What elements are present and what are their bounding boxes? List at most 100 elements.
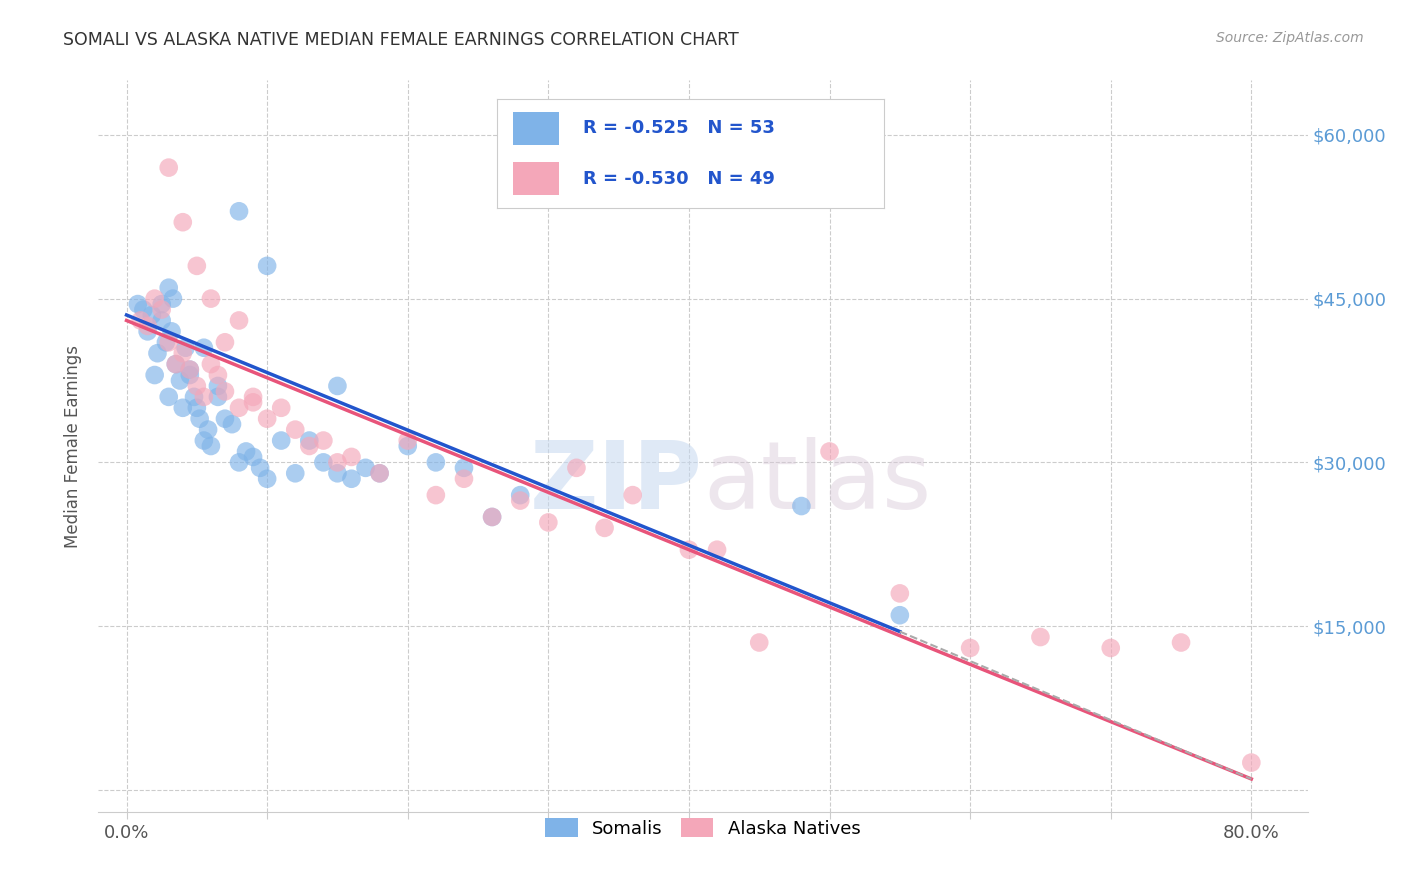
Point xyxy=(1099,640,1122,655)
Point xyxy=(207,368,229,382)
Point xyxy=(396,434,419,448)
Point xyxy=(298,439,321,453)
Point xyxy=(136,324,159,338)
Point xyxy=(256,472,278,486)
Point xyxy=(748,635,770,649)
Point xyxy=(256,259,278,273)
Text: Source: ZipAtlas.com: Source: ZipAtlas.com xyxy=(1216,31,1364,45)
Point xyxy=(1029,630,1052,644)
Point xyxy=(235,444,257,458)
Point xyxy=(368,467,391,481)
Point xyxy=(565,460,588,475)
Point xyxy=(242,395,264,409)
Point xyxy=(146,346,169,360)
Point xyxy=(425,488,447,502)
Point xyxy=(162,292,184,306)
Y-axis label: Median Female Earnings: Median Female Earnings xyxy=(65,344,83,548)
Point xyxy=(706,542,728,557)
Point xyxy=(155,335,177,350)
Text: SOMALI VS ALASKA NATIVE MEDIAN FEMALE EARNINGS CORRELATION CHART: SOMALI VS ALASKA NATIVE MEDIAN FEMALE EA… xyxy=(63,31,740,49)
Point xyxy=(298,434,321,448)
Point xyxy=(593,521,616,535)
Point xyxy=(169,374,191,388)
Point xyxy=(214,335,236,350)
Point xyxy=(136,318,159,333)
Point xyxy=(157,390,180,404)
Point xyxy=(228,455,250,469)
Point xyxy=(242,450,264,464)
Point xyxy=(509,488,531,502)
Point xyxy=(179,362,201,376)
Point xyxy=(200,292,222,306)
Point xyxy=(228,401,250,415)
Point xyxy=(179,368,201,382)
Point xyxy=(186,379,208,393)
Point xyxy=(214,411,236,425)
Point xyxy=(340,472,363,486)
Point xyxy=(186,259,208,273)
Point xyxy=(354,460,377,475)
Point xyxy=(312,434,335,448)
Point xyxy=(193,390,215,404)
Point xyxy=(165,357,187,371)
Point xyxy=(143,368,166,382)
Point xyxy=(221,417,243,432)
Point xyxy=(326,455,349,469)
Point xyxy=(818,444,841,458)
Point xyxy=(188,411,211,425)
Point xyxy=(242,390,264,404)
Point xyxy=(889,586,911,600)
Point xyxy=(425,455,447,469)
Point xyxy=(150,313,173,327)
Point xyxy=(621,488,644,502)
Point xyxy=(270,401,292,415)
Point xyxy=(790,499,813,513)
Point xyxy=(193,341,215,355)
Point xyxy=(284,467,307,481)
Point xyxy=(326,467,349,481)
Point xyxy=(889,608,911,623)
Point xyxy=(453,472,475,486)
Point xyxy=(207,390,229,404)
Point xyxy=(141,308,163,322)
Point xyxy=(207,379,229,393)
Point xyxy=(214,384,236,399)
Point xyxy=(172,401,194,415)
Point xyxy=(186,401,208,415)
Point xyxy=(197,423,219,437)
Point xyxy=(129,313,152,327)
Point xyxy=(396,439,419,453)
Point xyxy=(678,542,700,557)
Point xyxy=(481,510,503,524)
Point xyxy=(172,215,194,229)
Point xyxy=(183,390,205,404)
Point xyxy=(326,379,349,393)
Point xyxy=(509,493,531,508)
Point xyxy=(127,297,149,311)
Point xyxy=(157,335,180,350)
Point xyxy=(174,341,197,355)
Point xyxy=(150,297,173,311)
Point xyxy=(340,450,363,464)
Point xyxy=(132,302,155,317)
Point xyxy=(1170,635,1192,649)
Point xyxy=(193,434,215,448)
Point xyxy=(270,434,292,448)
Point xyxy=(179,362,201,376)
Point xyxy=(959,640,981,655)
Point xyxy=(160,324,183,338)
Point xyxy=(157,161,180,175)
Point xyxy=(200,357,222,371)
Point xyxy=(150,302,173,317)
Point xyxy=(228,313,250,327)
Legend: Somalis, Alaska Natives: Somalis, Alaska Natives xyxy=(536,809,870,847)
Point xyxy=(1240,756,1263,770)
Point xyxy=(157,281,180,295)
Point xyxy=(537,516,560,530)
Point xyxy=(368,467,391,481)
Point xyxy=(200,439,222,453)
Point xyxy=(481,510,503,524)
Point xyxy=(228,204,250,219)
Text: ZIP: ZIP xyxy=(530,436,703,529)
Point xyxy=(453,460,475,475)
